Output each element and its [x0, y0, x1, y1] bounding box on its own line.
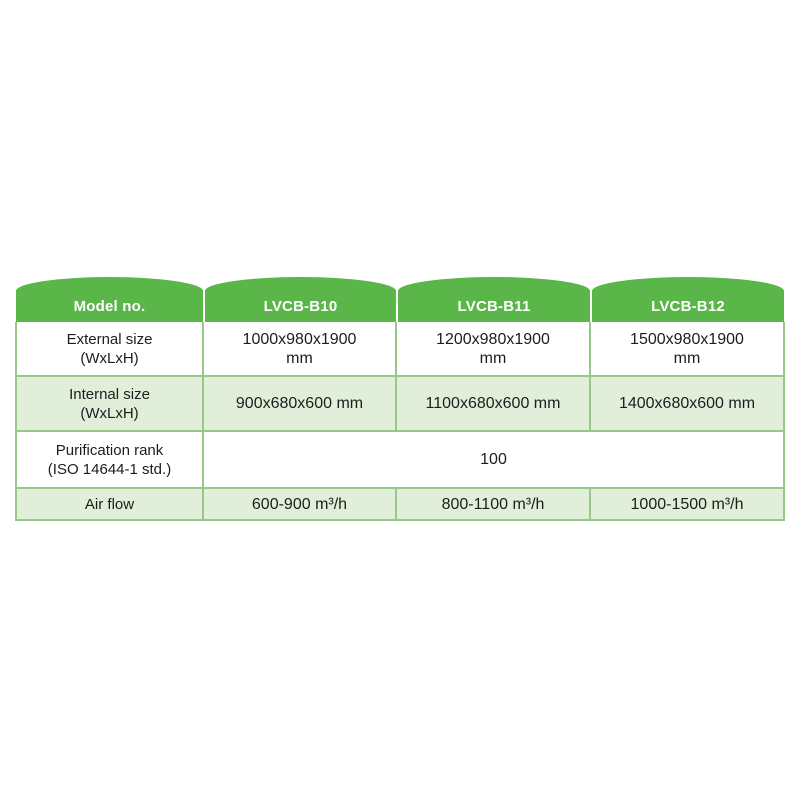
- header-arch: [16, 277, 203, 291]
- header-cell-model-no: Model no.: [15, 277, 204, 322]
- header-cell-lvcb-b10: LVCB-B10: [204, 277, 397, 322]
- cell-value: 900x680x600 mm: [204, 377, 397, 430]
- table-row-purification-rank: Purification rank (ISO 14644-1 std.) 100: [17, 432, 783, 489]
- cell-value: 1500x980x1900 mm: [630, 330, 744, 367]
- header-label: Model no.: [16, 290, 203, 322]
- header-label: LVCB-B11: [398, 290, 590, 322]
- row-label: Internal size (WxLxH): [17, 377, 204, 430]
- header-arch: [205, 277, 396, 291]
- row-label: External size (WxLxH): [17, 322, 204, 375]
- table-header-row: Model no. LVCB-B10 LVCB-B11 LVCB-B12: [15, 277, 785, 322]
- cell-value: 600-900 m³/h: [204, 489, 397, 519]
- cell-value: 1000-1500 m³/h: [630, 495, 744, 513]
- row-label: Purification rank (ISO 14644-1 std.): [17, 432, 204, 487]
- header-arch: [398, 277, 590, 291]
- header-label: LVCB-B12: [592, 290, 784, 322]
- spec-table: Model no. LVCB-B10 LVCB-B11 LVCB-B12 Ext…: [15, 277, 785, 521]
- table-body: External size (WxLxH) 1000x980x1900 mm 1…: [15, 322, 785, 521]
- cell-value: 800-1100 m³/h: [397, 489, 591, 519]
- cell-value: 1000x980x1900 mm: [204, 322, 397, 375]
- cell-merged-value: 100: [480, 451, 507, 468]
- table-row-internal-size: Internal size (WxLxH) 900x680x600 mm 110…: [17, 377, 783, 432]
- table-row-air-flow: Air flow 600-900 m³/h 800-1100 m³/h 1000…: [17, 489, 783, 521]
- cell-value: 1400x680x600 mm: [618, 395, 756, 412]
- header-label: LVCB-B10: [205, 290, 396, 322]
- header-cell-lvcb-b12: LVCB-B12: [591, 277, 785, 322]
- cell-value: 1200x980x1900 mm: [397, 322, 591, 375]
- header-arch: [592, 277, 784, 291]
- table-row-external-size: External size (WxLxH) 1000x980x1900 mm 1…: [17, 322, 783, 377]
- header-cell-lvcb-b11: LVCB-B11: [397, 277, 591, 322]
- row-label: Air flow: [17, 489, 204, 519]
- cell-value: 1100x680x600 mm: [397, 377, 591, 430]
